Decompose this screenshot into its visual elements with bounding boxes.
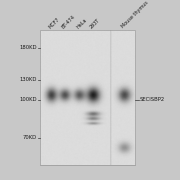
Bar [40,30,135,165]
Text: 70KD: 70KD [23,135,37,140]
Text: MCF7: MCF7 [48,16,61,29]
Text: 130KD: 130KD [19,77,37,82]
Text: BT-474: BT-474 [61,14,76,29]
Text: HeLa: HeLa [75,17,87,29]
Text: Mouse thymus: Mouse thymus [120,0,149,29]
Text: 100KD: 100KD [19,98,37,102]
Text: 180KD: 180KD [19,45,37,50]
Text: 293T: 293T [89,17,101,29]
Text: SECISBP2: SECISBP2 [140,98,165,102]
